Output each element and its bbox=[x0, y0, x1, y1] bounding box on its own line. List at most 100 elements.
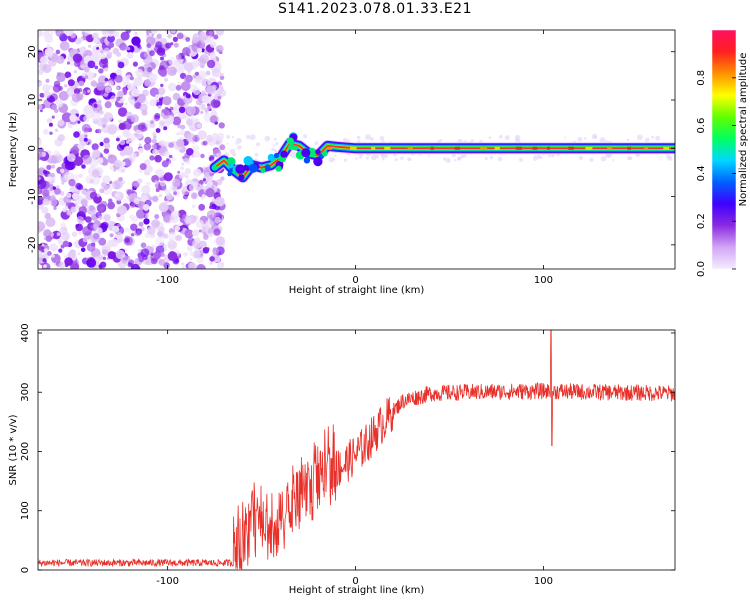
y-tick-label: 400 bbox=[20, 323, 31, 342]
noise-blob bbox=[191, 204, 196, 209]
noise-blob bbox=[218, 122, 225, 129]
noise-blob bbox=[99, 110, 104, 115]
noise-blob bbox=[101, 184, 112, 195]
noise-blob bbox=[219, 75, 225, 81]
noise-blob bbox=[79, 216, 84, 222]
noise-blob bbox=[173, 191, 178, 196]
noise-blob bbox=[80, 199, 88, 206]
noise-blob bbox=[163, 126, 168, 131]
noise-blob bbox=[218, 89, 227, 97]
noise-blob bbox=[89, 191, 98, 200]
noise-blob bbox=[407, 157, 411, 162]
noise-blob bbox=[101, 30, 108, 35]
y-tick-label: 10 bbox=[27, 94, 38, 107]
noise-blob bbox=[504, 135, 510, 141]
noise-blob bbox=[139, 103, 148, 112]
noise-blob bbox=[158, 202, 169, 213]
noise-blob bbox=[131, 216, 139, 223]
noise-blob bbox=[235, 142, 238, 145]
noise-blob bbox=[470, 139, 474, 143]
noise-blob bbox=[176, 132, 180, 136]
noise-blob bbox=[143, 218, 150, 225]
noise-blob bbox=[355, 157, 358, 160]
noise-blob bbox=[89, 178, 94, 184]
noise-blob bbox=[400, 156, 404, 160]
noise-blob bbox=[182, 194, 188, 200]
noise-blob bbox=[185, 93, 191, 99]
noise-blob bbox=[200, 31, 205, 36]
ridge-highlight bbox=[479, 146, 487, 150]
noise-blob bbox=[120, 161, 126, 167]
x-tick-label: 0 bbox=[352, 576, 358, 587]
noise-blob bbox=[178, 106, 186, 114]
noise-blob bbox=[382, 158, 385, 161]
noise-blob bbox=[87, 89, 91, 93]
noise-blob bbox=[107, 201, 115, 210]
noise-blob bbox=[207, 228, 213, 234]
noise-blob bbox=[117, 107, 128, 117]
noise-blob bbox=[64, 257, 73, 266]
colorbar-tick-label: 0.2 bbox=[696, 213, 707, 229]
ridge-highlight bbox=[515, 146, 522, 150]
noise-blob bbox=[69, 114, 78, 123]
noise-blob bbox=[186, 160, 190, 165]
noise-blob bbox=[87, 60, 96, 69]
noise-blob bbox=[150, 252, 154, 256]
noise-blob bbox=[216, 152, 220, 157]
noise-blob bbox=[81, 164, 86, 169]
ridge-blob bbox=[213, 165, 217, 170]
noise-blob bbox=[183, 251, 188, 257]
noise-blob bbox=[61, 231, 70, 241]
noise-blob bbox=[186, 148, 194, 156]
x-axis-label: Height of straight line (km) bbox=[289, 585, 425, 596]
noise-blob bbox=[42, 31, 50, 38]
noise-blob bbox=[159, 180, 167, 187]
noise-blob bbox=[73, 70, 77, 74]
noise-blob bbox=[484, 156, 488, 161]
noise-blob bbox=[275, 142, 279, 146]
x-tick-label: -100 bbox=[156, 576, 179, 587]
noise-blob bbox=[185, 37, 191, 42]
noise-blob bbox=[199, 240, 207, 248]
noise-blob bbox=[96, 157, 104, 164]
colorbar-tick-label: 0.0 bbox=[696, 261, 707, 277]
noise-blob bbox=[141, 185, 151, 195]
noise-blob bbox=[111, 225, 120, 233]
noise-blob bbox=[314, 141, 319, 146]
noise-blob bbox=[497, 156, 503, 162]
noise-blob bbox=[181, 162, 185, 166]
noise-blob bbox=[86, 258, 97, 268]
x-tick-label: 0 bbox=[352, 275, 358, 286]
noise-blob bbox=[55, 99, 64, 108]
noise-blob bbox=[39, 92, 45, 98]
ridge-blob bbox=[260, 168, 266, 174]
noise-blob bbox=[116, 143, 125, 152]
noise-blob bbox=[104, 86, 112, 93]
noise-blob bbox=[67, 153, 76, 162]
y-tick-label: 100 bbox=[20, 501, 31, 520]
noise-blob bbox=[96, 194, 100, 198]
noise-blob bbox=[163, 215, 171, 223]
ridge-blob bbox=[267, 153, 275, 162]
noise-blob bbox=[77, 252, 81, 256]
noise-blob bbox=[130, 233, 135, 237]
y-tick-label: -20 bbox=[27, 237, 38, 253]
noise-blob bbox=[55, 30, 64, 37]
noise-blob bbox=[98, 206, 104, 212]
noise-blob bbox=[117, 223, 121, 228]
noise-blob bbox=[156, 47, 166, 56]
noise-blob bbox=[93, 103, 98, 108]
noise-blob bbox=[79, 48, 83, 52]
colorbar-tick-label: 0.4 bbox=[696, 165, 707, 181]
noise-blob bbox=[90, 212, 94, 216]
noise-blob bbox=[168, 82, 177, 92]
noise-blob bbox=[155, 41, 163, 49]
noise-blob bbox=[73, 156, 84, 167]
noise-blob bbox=[98, 215, 103, 221]
noise-blob bbox=[215, 30, 224, 36]
noise-blob bbox=[144, 232, 150, 239]
noise-blob bbox=[140, 242, 147, 248]
noise-blob bbox=[67, 123, 73, 129]
x-tick-label: 100 bbox=[534, 576, 553, 587]
noise-blob bbox=[168, 238, 175, 244]
